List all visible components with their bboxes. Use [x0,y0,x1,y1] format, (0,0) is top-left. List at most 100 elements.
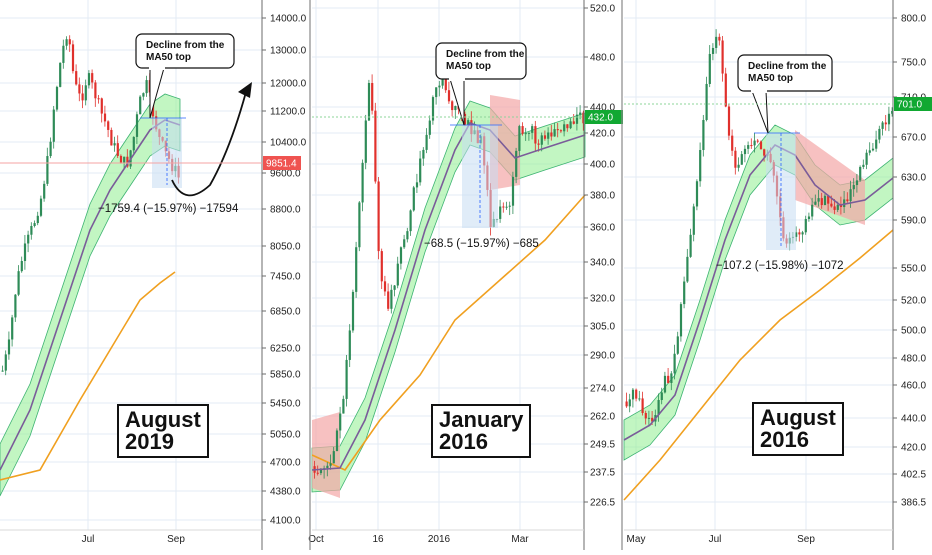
price-tick-label: 440.0 [901,414,926,425]
callout-line-1: Decline from the [146,40,225,51]
candle-body [142,93,145,97]
title-line-1: August [760,405,836,430]
candle-body [811,204,814,217]
candle-body [91,73,94,83]
candle-body [87,73,91,86]
candle-body [543,135,547,139]
price-tick-label: 274.0 [590,384,615,395]
candle-body [641,398,644,413]
candle-body [711,47,715,54]
candle-body [647,417,651,419]
candle-body [566,124,569,129]
candle-body [881,122,884,129]
candle-body [403,239,406,248]
candle-body [511,176,515,206]
callout-pointer [751,90,769,134]
price-tick-label: 670.0 [901,133,926,144]
candle-body [695,181,699,207]
candle-body [663,375,667,393]
title-line-2: 2016 [439,429,488,454]
candle-body [20,260,23,272]
candle-body [579,112,582,115]
candle-body [868,150,871,153]
candle-body [628,399,631,407]
candle-body [843,199,846,208]
price-tick-label: 340.0 [590,258,615,269]
candle-body [68,39,71,45]
candle-body [569,121,572,129]
price-tick-label: 550.0 [901,264,926,275]
candle-body [17,271,20,295]
time-tick-label: 2016 [428,534,451,545]
candle-body [884,122,887,125]
price-tick-label: 386.5 [901,498,926,509]
candle-body [412,187,415,211]
candle-body [798,232,801,235]
candle-body [103,113,107,122]
candle-body [367,83,371,121]
candle-body [747,145,750,149]
candle-body [540,135,543,145]
candle-body [123,156,126,164]
candle-body [531,126,534,133]
candle-body [559,130,563,132]
time-tick-label: May [627,534,646,545]
candle-body [345,359,348,399]
candle-body [635,389,638,399]
candle-body [361,162,364,203]
price-tick-label: 13000.0 [270,46,307,57]
candle-body [830,203,833,207]
price-tick-label: 249.5 [590,440,615,451]
price-tick-label: 630.0 [901,173,926,184]
candle-body [676,336,679,354]
candle-body [342,398,345,414]
candle-body [689,234,692,257]
candle-body [759,141,763,150]
candle-body [631,389,635,400]
candle-body [406,231,409,240]
price-tick-label: 800.0 [901,14,926,25]
price-tick-label: 4380.0 [270,487,301,498]
candle-body [94,82,97,99]
price-tick-label: 400.0 [590,160,615,171]
candle-body [705,83,708,120]
candle-body [660,392,663,400]
candle-body [316,472,319,474]
candle-body [518,126,521,151]
candle-body [132,136,135,151]
candle-body [339,413,342,431]
candle-body [23,243,27,261]
candle-body [43,183,46,199]
candle-body [833,206,836,210]
candle-body [547,132,550,139]
candle-body [84,85,87,101]
ma200-line [0,271,176,481]
price-tick-label: 5450.0 [270,399,301,410]
current-price-label: 701.0 [897,100,922,111]
candle-body [119,155,123,164]
price-tick-label: 6250.0 [270,344,301,355]
candle-body [110,129,113,146]
candle-body [81,93,84,101]
candle-body [415,182,419,188]
candle-body [422,149,425,159]
candle-body [871,148,875,151]
candle-body [878,128,881,140]
candle-body [65,39,68,46]
candle-body [524,133,527,135]
candle-body [862,164,865,167]
candle-body [435,87,438,98]
candle-body [667,375,670,384]
candle-body [563,124,566,132]
candle-body [875,139,878,149]
price-tick-label: 480.0 [901,354,926,365]
candle-body [556,129,559,131]
ma50-band [311,100,586,493]
candle-body [718,36,721,41]
price-tick-label: 5050.0 [270,430,301,441]
panel-august-2016: −107.2 (−15.98%) −1072 Decline from theMA… [623,0,932,550]
candle-body [399,247,403,264]
candle-body [371,83,374,111]
price-tick-label: 5850.0 [270,370,301,381]
